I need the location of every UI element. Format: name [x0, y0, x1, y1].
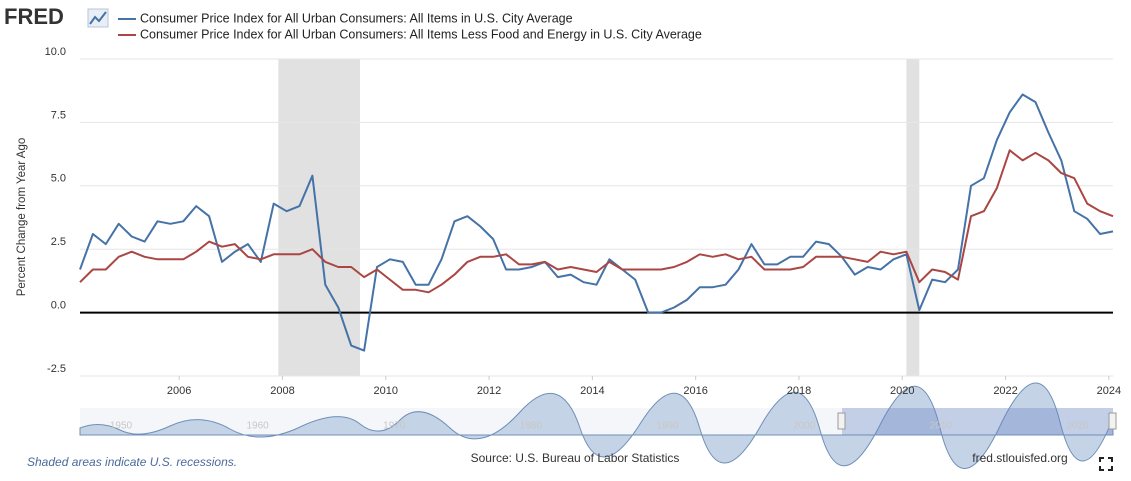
x-tick-label: 2006 [167, 385, 191, 397]
x-tick-label: 2022 [993, 385, 1017, 397]
navigator-tick-label: 1970 [383, 421, 406, 432]
navigator-tick-label: 2000 [793, 421, 816, 432]
x-tick-label: 2012 [477, 385, 501, 397]
recession-band [278, 59, 360, 376]
navigator-handle[interactable] [837, 412, 846, 430]
y-tick-label: 7.5 [51, 109, 66, 121]
plot-area [80, 59, 1113, 376]
recession-note: Shaded areas indicate U.S. recessions. [27, 455, 237, 469]
logo-icon [87, 8, 109, 28]
x-tick-label: 2010 [374, 385, 398, 397]
navigator: 1950 1960 1970 1980 1990 2000 2010 2020 [79, 382, 1117, 469]
y-tick-label: 0.0 [51, 300, 66, 312]
x-tick-label: 2008 [270, 385, 294, 397]
navigator-tick-label: 1980 [520, 421, 543, 432]
plot: 10.0 7.5 5.0 2.5 0.0 -2.5 2006 2008 2010 2012 2014… [45, 46, 1122, 397]
series-line [79, 149, 1114, 294]
source: Source: U.S. Bureau of Labor Statistics [471, 451, 680, 465]
navigator-tick-label: 1960 [247, 421, 270, 432]
series-line [79, 93, 1114, 352]
y-tick-label: 2.5 [51, 236, 66, 248]
legend-entry: Consumer Price Index for All Urban Consu… [140, 27, 702, 41]
navigator-selection [842, 408, 1113, 435]
y-axis-label: Percent Change from Year Ago [16, 138, 28, 297]
x-tick-label: 2020 [890, 385, 914, 397]
navigator-tick-label: 1990 [656, 421, 679, 432]
recession-band [906, 59, 920, 376]
navigator-handle[interactable] [1108, 412, 1117, 430]
legend-entry: Consumer Price Index for All Urban Consu… [140, 11, 573, 25]
navigator-tick-label: 1950 [110, 421, 133, 432]
fullscreen-button[interactable] [1099, 457, 1113, 471]
navigator-tick-label: 2020 [1066, 421, 1089, 432]
x-tick-label: 2024 [1097, 385, 1121, 397]
navigator-tick-label: 2010 [930, 421, 953, 432]
navigator-area [79, 382, 1114, 469]
y-tick-label: -2.5 [47, 363, 66, 375]
x-tick-label: 2014 [580, 385, 604, 397]
y-tick-label: 5.0 [51, 173, 66, 185]
logo: FRED [4, 4, 64, 29]
x-tick-label: 2018 [787, 385, 811, 397]
x-tick-label: 2016 [683, 385, 707, 397]
y-tick-label: 10.0 [45, 46, 66, 58]
site-link[interactable]: fred.stlouisfed.org [972, 451, 1067, 465]
